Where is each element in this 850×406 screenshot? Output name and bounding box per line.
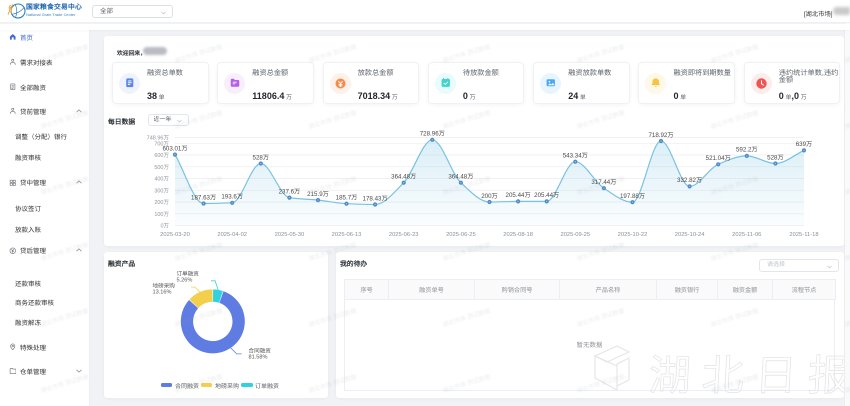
svg-text:528万: 528万 xyxy=(767,154,784,161)
svg-text:2025-11-18: 2025-11-18 xyxy=(789,232,818,238)
svg-text:300万: 300万 xyxy=(154,187,169,194)
svg-text:592.2万: 592.2万 xyxy=(736,147,758,154)
svg-text:178.43万: 178.43万 xyxy=(363,195,388,202)
svg-text:205.44万: 205.44万 xyxy=(506,192,531,199)
svg-text:237.6万: 237.6万 xyxy=(279,188,301,195)
svg-text:185.7万: 185.7万 xyxy=(336,195,358,202)
svg-text:2025-11-06: 2025-11-06 xyxy=(732,232,761,238)
svg-text:215.9万: 215.9万 xyxy=(307,191,329,198)
svg-text:748.96万: 748.96万 xyxy=(147,135,170,142)
svg-text:600万: 600万 xyxy=(154,152,169,159)
svg-text:2025-10-22: 2025-10-22 xyxy=(618,232,648,238)
svg-text:193.6万: 193.6万 xyxy=(221,194,243,201)
svg-text:332.82万: 332.82万 xyxy=(677,177,702,184)
svg-text:364.48万: 364.48万 xyxy=(391,174,416,181)
svg-text:528万: 528万 xyxy=(253,154,270,161)
svg-text:2025-04-02: 2025-04-02 xyxy=(217,232,247,238)
svg-text:2025-06-23: 2025-06-23 xyxy=(389,232,419,238)
svg-text:2025-06-13: 2025-06-13 xyxy=(332,232,362,238)
svg-text:2025-05-30: 2025-05-30 xyxy=(275,232,305,238)
svg-text:订单融资: 订单融资 xyxy=(177,271,200,278)
svg-text:2025-10-24: 2025-10-24 xyxy=(675,232,705,238)
svg-text:200万: 200万 xyxy=(481,193,498,200)
svg-text:187.63万: 187.63万 xyxy=(191,194,216,201)
svg-text:603.01万: 603.01万 xyxy=(162,145,187,152)
svg-text:13.16%: 13.16% xyxy=(153,290,172,296)
svg-text:81.58%: 81.58% xyxy=(249,355,268,361)
svg-text:2025-09-25: 2025-09-25 xyxy=(560,232,590,238)
svg-text:205.44万: 205.44万 xyxy=(534,192,559,199)
svg-text:合同融资: 合同融资 xyxy=(249,348,272,355)
svg-text:地磅采购: 地磅采购 xyxy=(153,283,176,290)
svg-text:2025-06-25: 2025-06-25 xyxy=(446,232,476,238)
svg-text:543.34万: 543.34万 xyxy=(563,153,588,160)
svg-text:718.92万: 718.92万 xyxy=(648,132,673,139)
svg-text:400万: 400万 xyxy=(154,176,169,183)
svg-text:317.44万: 317.44万 xyxy=(591,179,616,186)
svg-text:500万: 500万 xyxy=(154,164,169,171)
svg-text:0万: 0万 xyxy=(160,223,169,230)
svg-text:2025-03-20: 2025-03-20 xyxy=(160,232,190,238)
svg-text:5.26%: 5.26% xyxy=(177,278,193,284)
svg-text:100万: 100万 xyxy=(154,211,169,218)
svg-text:200万: 200万 xyxy=(154,199,169,206)
svg-text:728.96万: 728.96万 xyxy=(420,131,445,138)
svg-text:364.48万: 364.48万 xyxy=(448,174,473,181)
svg-text:639万: 639万 xyxy=(796,141,813,148)
svg-text:521.04万: 521.04万 xyxy=(706,155,731,162)
svg-text:2025-08-18: 2025-08-18 xyxy=(503,232,533,238)
svg-text:197.88万: 197.88万 xyxy=(620,193,645,200)
